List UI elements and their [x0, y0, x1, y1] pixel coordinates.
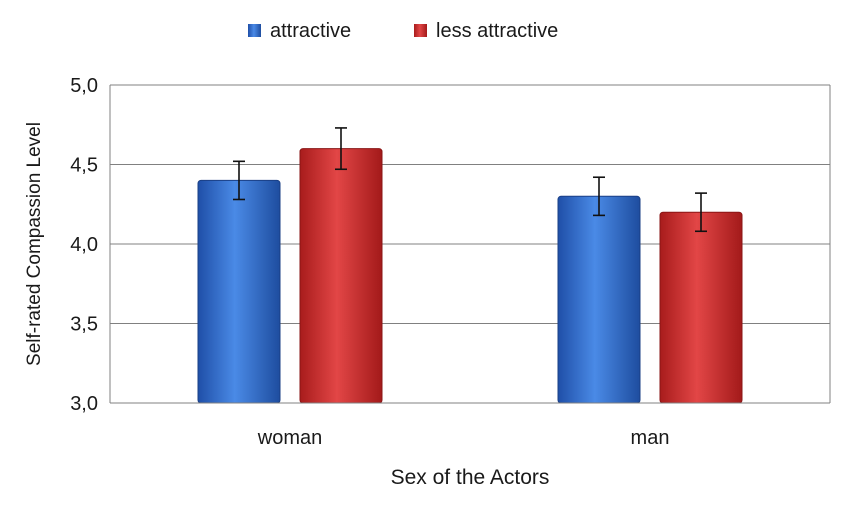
- y-tick-label: 4,5: [70, 155, 98, 177]
- y-tick-label: 3,0: [70, 393, 98, 415]
- legend-swatch-less-attractive: [414, 24, 427, 37]
- error-bar: [593, 176, 605, 217]
- legend-label-attractive: attractive: [270, 20, 351, 42]
- error-bar: [695, 192, 707, 233]
- x-axis-label: Sex of the Actors: [391, 466, 550, 489]
- legend: attractive less attractive: [248, 20, 558, 42]
- legend-swatch-attractive: [248, 24, 261, 37]
- error-bar: [335, 127, 347, 171]
- bar-attractive-woman: [197, 179, 281, 404]
- y-tick-label: 4,0: [70, 234, 98, 256]
- x-tick-label: woman: [257, 427, 322, 449]
- bar-less-attractive-woman: [299, 148, 383, 404]
- y-tick-label: 5,0: [70, 75, 98, 97]
- bar-less-attractive-man: [659, 211, 743, 404]
- legend-label-less-attractive: less attractive: [436, 20, 558, 42]
- error-bar: [233, 160, 245, 201]
- y-tick-labels: 3,0 3,5 4,0 4,5 5,0: [70, 75, 98, 415]
- y-axis-label: Self-rated Compassion Level: [24, 122, 45, 366]
- bars: [197, 148, 743, 404]
- x-tick-label: man: [631, 427, 670, 449]
- bar-attractive-man: [557, 195, 641, 404]
- error-bars: [233, 127, 707, 233]
- y-tick-label: 3,5: [70, 314, 98, 336]
- x-tick-labels: woman man: [110, 402, 830, 449]
